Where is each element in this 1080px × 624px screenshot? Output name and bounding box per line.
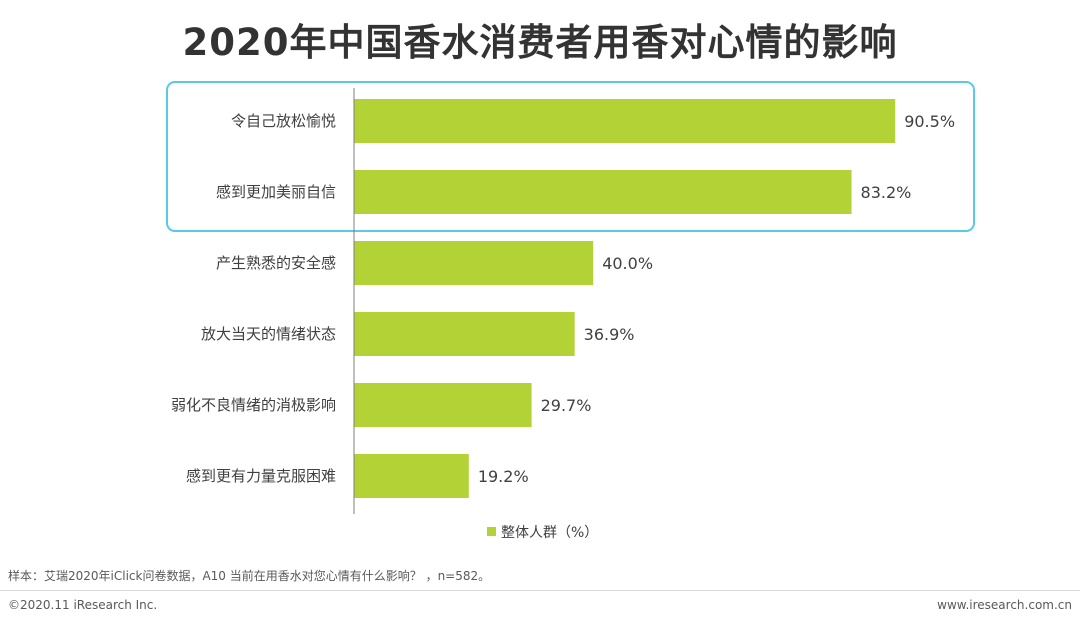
bar xyxy=(354,170,852,214)
bar xyxy=(354,312,575,356)
bar-chart: 令自己放松愉悦 90.5% 感到更加美丽自信 83.2% 产生熟悉的安全感 40.0% 放大… xyxy=(166,81,975,541)
legend-label: 整体人群（%） xyxy=(501,525,598,541)
category-label: 感到更有力量克服困难 xyxy=(186,467,336,485)
value-label: 29.7% xyxy=(541,396,592,415)
category-label: 弱化不良情绪的消极影响 xyxy=(171,396,336,414)
copyright: ©2020.11 iResearch Inc. xyxy=(8,598,158,612)
source-note: 样本：艾瑞2020年iClick问卷数据，A10 当前在用香水对您心情有什么影响… xyxy=(8,569,491,583)
bar xyxy=(354,99,896,143)
chart-title: 2020年中国香水消费者用香对心情的影响 xyxy=(182,21,898,64)
category-label: 放大当天的情绪状态 xyxy=(201,325,336,343)
bar xyxy=(354,383,532,427)
value-label: 90.5% xyxy=(904,112,955,131)
website: www.iresearch.com.cn xyxy=(937,598,1072,612)
category-label: 产生熟悉的安全感 xyxy=(216,254,336,272)
category-label: 感到更加美丽自信 xyxy=(216,183,336,201)
value-label: 40.0% xyxy=(602,254,653,273)
value-label: 83.2% xyxy=(861,183,912,202)
value-label: 36.9% xyxy=(584,325,635,344)
bar xyxy=(354,241,594,285)
legend-swatch xyxy=(487,527,496,536)
category-label: 令自己放松愉悦 xyxy=(231,112,336,130)
value-label: 19.2% xyxy=(478,467,529,486)
footer-divider xyxy=(0,590,1080,591)
highlight-box xyxy=(166,81,975,232)
bar xyxy=(354,454,469,498)
